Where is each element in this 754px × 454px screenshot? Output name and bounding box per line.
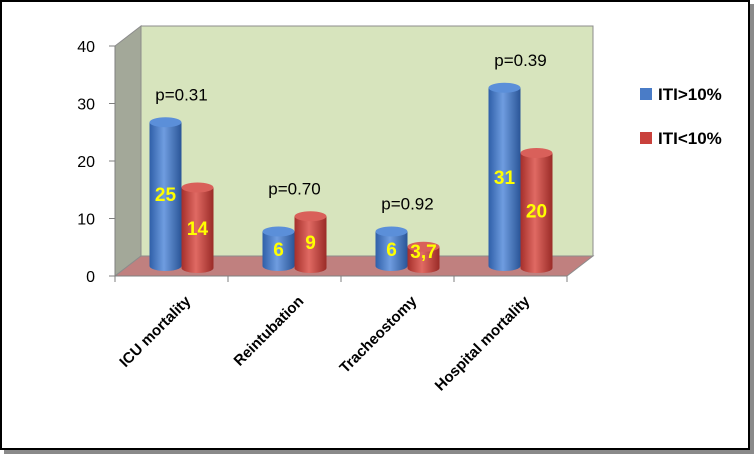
y-tick-label: 40 — [77, 39, 95, 56]
bar-body — [488, 87, 521, 271]
bar-iti-gt-10 — [149, 117, 182, 271]
data-label: 14 — [187, 219, 209, 240]
bar-top — [181, 182, 214, 193]
y-tick-label: 20 — [77, 154, 95, 171]
bar-iti-gt-10 — [375, 226, 408, 271]
bar-top — [488, 82, 521, 93]
bar-body — [149, 122, 182, 271]
y-tick-label: 0 — [86, 269, 95, 286]
p-value-label: p=0.70 — [268, 179, 320, 198]
bar-iti-lt-10 — [181, 182, 214, 273]
bar-iti-lt-10 — [520, 148, 553, 273]
bar-top — [262, 226, 295, 237]
frame-shadow-bottom — [4, 450, 754, 454]
data-label: 9 — [305, 233, 316, 254]
bar-top — [149, 117, 182, 128]
bar-top — [520, 148, 553, 158]
bars — [149, 82, 553, 273]
data-label: 25 — [155, 185, 177, 206]
bar-iti-gt-10 — [488, 82, 521, 271]
data-label: 3,7 — [410, 242, 436, 263]
bar-body — [294, 216, 327, 273]
legend-label: ITI>10% — [658, 85, 722, 104]
y-tick-label: 30 — [77, 97, 95, 114]
frame-shadow-right — [750, 4, 754, 454]
p-value-label: p=0.92 — [381, 195, 433, 214]
bar-iti-lt-10 — [294, 211, 327, 273]
data-label: 6 — [386, 240, 397, 261]
legend: ITI>10% ITI<10% — [640, 85, 722, 148]
legend-swatch — [640, 88, 652, 100]
category-label: ICU mortality — [116, 292, 194, 370]
bar-top — [375, 226, 408, 237]
legend-label: ITI<10% — [658, 129, 722, 148]
bar-top — [294, 211, 327, 222]
y-tick-labels: 0 10 20 30 40 — [77, 39, 95, 286]
p-value-label: p=0.31 — [155, 85, 207, 104]
bar-body — [407, 246, 440, 273]
legend-swatch — [640, 132, 652, 144]
x-tick-marks — [114, 276, 568, 282]
bar-body — [520, 153, 553, 273]
category-label: Tracheostomy — [336, 292, 420, 376]
bar-top — [407, 241, 440, 252]
bar-body — [262, 231, 295, 271]
category-label: Reintubation — [230, 293, 307, 370]
p-value-label: p=0.39 — [494, 51, 546, 70]
bar-iti-gt-10 — [262, 226, 295, 271]
bar-body — [181, 187, 214, 273]
bar-body — [375, 231, 408, 271]
bar-iti-lt-10 — [407, 241, 440, 273]
data-label: 6 — [273, 240, 284, 261]
data-label: 20 — [526, 202, 547, 223]
p-value-annotations: p=0.31 p=0.70 p=0.92 p=0.39 — [155, 51, 546, 214]
chart-walls — [113, 24, 595, 278]
y-tick-label: 10 — [77, 212, 95, 229]
category-label: Hospital mortality — [432, 292, 534, 394]
side-wall — [114, 24, 142, 278]
category-labels: ICU mortality Reintubation Tracheostomy Hos… — [116, 292, 534, 394]
data-label: 31 — [494, 168, 516, 189]
